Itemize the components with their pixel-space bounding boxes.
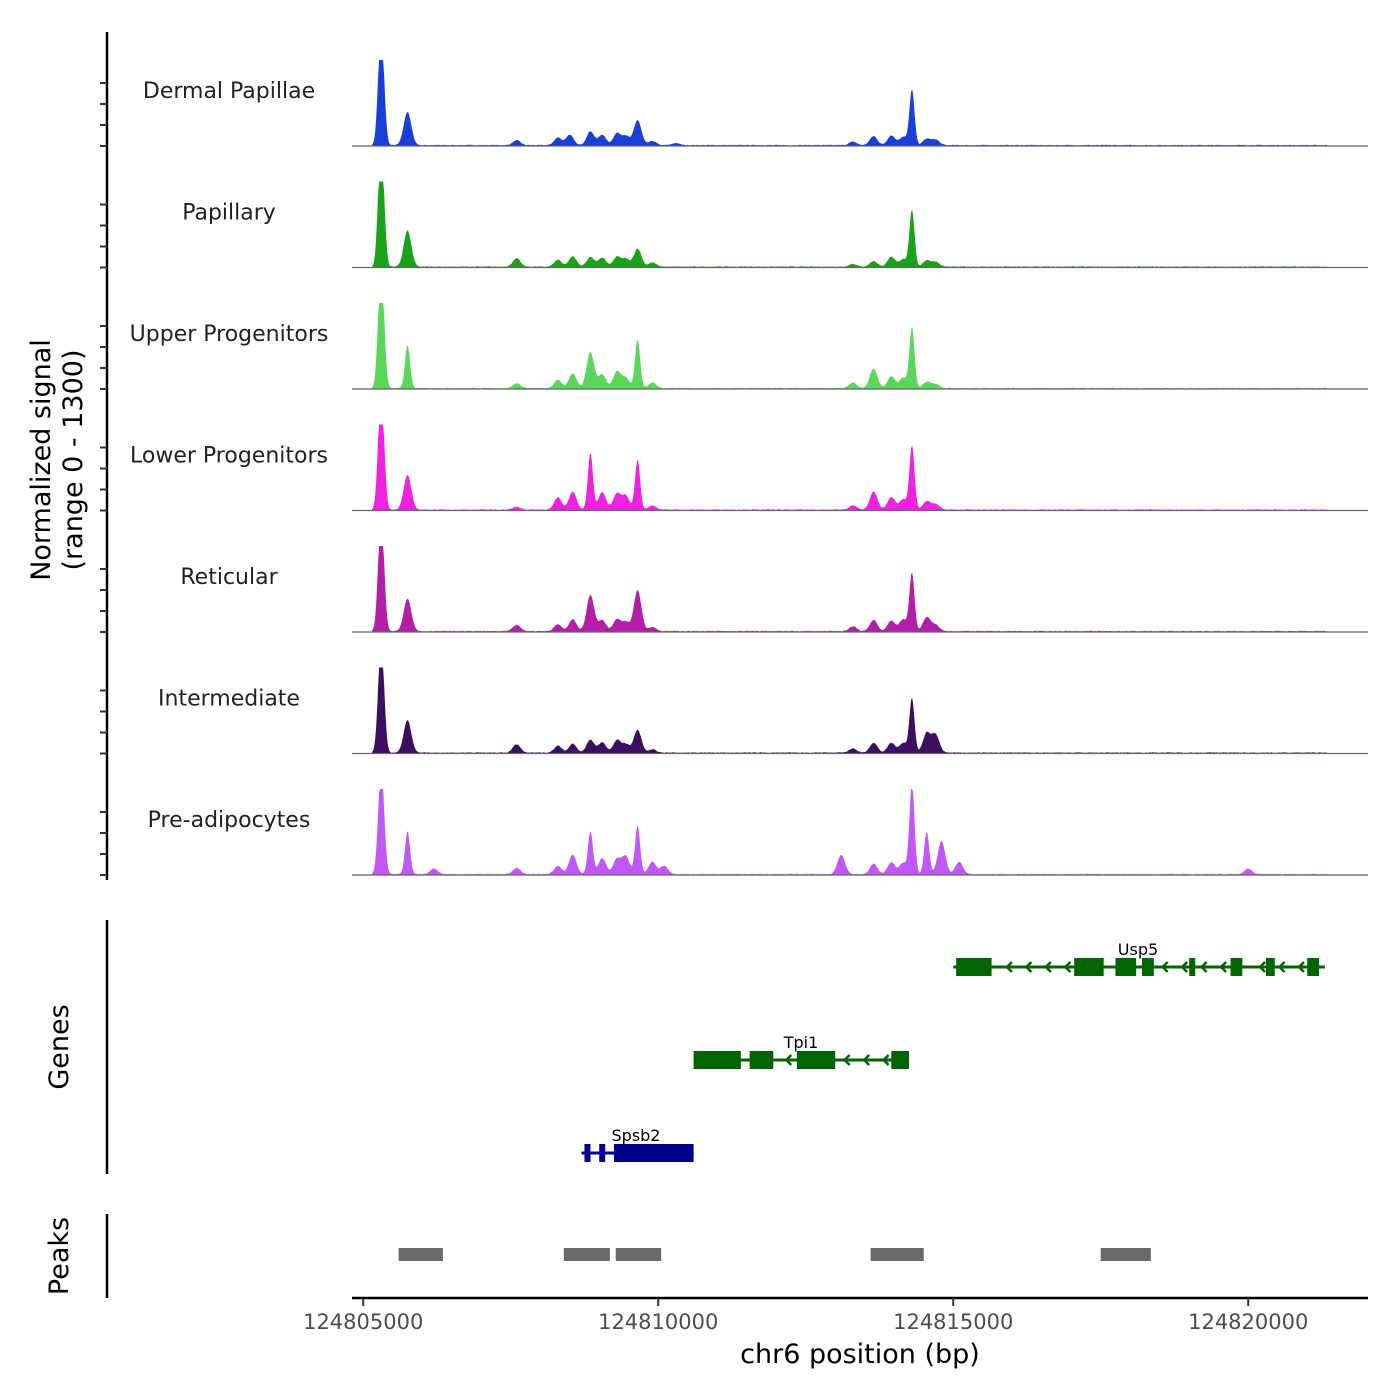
peaks-panel-label: Peaks <box>44 1217 75 1295</box>
peak-region <box>615 1248 662 1261</box>
strand-arrow-icon <box>1258 961 1266 973</box>
coverage-area <box>372 60 1329 146</box>
gene-exon <box>599 1144 606 1162</box>
strand-arrow-icon <box>1297 961 1305 973</box>
track-labels: Dermal Papillae Papillary Upper Progenitor… <box>130 79 329 833</box>
gene-exon <box>796 1051 836 1069</box>
track-upper-progenitors <box>352 303 1368 390</box>
strand-arrow-icon <box>862 1054 871 1066</box>
coverage-area <box>372 424 1329 511</box>
gene-exon <box>613 1144 694 1162</box>
gene-tpi1: Tpi1 <box>693 1033 909 1069</box>
gene-exon <box>1265 958 1275 976</box>
gene-label: Tpi1 <box>783 1033 819 1052</box>
gene-exon <box>584 1144 591 1162</box>
coverage-tracks <box>352 60 1368 876</box>
gene-label: Spsb2 <box>612 1126 661 1145</box>
strand-arrow-icon <box>1277 961 1286 973</box>
strand-arrow-icon <box>842 1054 851 1066</box>
peak-regions <box>398 1248 1151 1261</box>
gene-exon <box>1189 958 1196 976</box>
coverage-area <box>372 546 1329 632</box>
gene-exon <box>1307 958 1320 976</box>
strand-arrow-icon <box>1219 961 1227 973</box>
track-label: Upper Progenitors <box>130 322 329 347</box>
strand-arrow-icon <box>1160 961 1169 973</box>
track-label: Pre-adipocytes <box>148 808 311 833</box>
peak-region <box>398 1248 443 1261</box>
peak-region <box>870 1248 924 1261</box>
peak-region <box>563 1248 610 1261</box>
track-label: Papillary <box>182 201 276 226</box>
track-dermal-papillae <box>352 60 1368 147</box>
x-axis-ticks: 124805000 124810000 124815000 124820000 <box>303 1298 1308 1334</box>
strand-arrow-icon <box>1044 961 1052 973</box>
x-tick-label: 124805000 <box>303 1310 423 1334</box>
genes-panel-label: Genes <box>44 1004 75 1089</box>
strand-arrow-icon <box>1199 961 1208 973</box>
coverage-area <box>372 303 1329 389</box>
strand-arrow-icon <box>881 1054 890 1066</box>
gene-exon <box>693 1051 741 1069</box>
coverage-area <box>372 789 1329 875</box>
track-label: Lower Progenitors <box>130 444 328 469</box>
gene-usp5: Usp5 <box>953 940 1325 976</box>
y-axis-title-line2: (range 0 - 1300) <box>58 350 89 571</box>
gene-exon <box>1142 958 1154 976</box>
track-lower-progenitors <box>352 424 1368 512</box>
coverage-area <box>372 667 1329 754</box>
gene-spsb2: Spsb2 <box>581 1126 694 1162</box>
x-tick-label: 124815000 <box>893 1310 1013 1334</box>
gene-exon <box>1115 958 1137 976</box>
track-intermediate <box>352 667 1368 755</box>
peak-region <box>1100 1248 1151 1261</box>
x-tick-label: 124820000 <box>1188 1310 1308 1334</box>
strand-arrow-icon <box>1063 961 1072 973</box>
gene-models: Spsb2 Tpi1 Usp5 <box>581 940 1325 1162</box>
coverage-area <box>372 181 1329 268</box>
strand-arrow-icon <box>784 1054 793 1066</box>
gene-exon <box>749 1051 774 1069</box>
track-label: Reticular <box>180 565 278 590</box>
y-axis-title-line1: Normalized signal <box>26 339 57 581</box>
signal-y-axis-ticks <box>100 82 107 876</box>
strand-arrow-icon <box>1180 961 1189 973</box>
x-tick-label: 124810000 <box>598 1310 718 1334</box>
strand-arrow-icon <box>1005 961 1013 973</box>
track-reticular <box>352 546 1368 633</box>
gene-exon <box>1074 958 1104 976</box>
track-label: Intermediate <box>158 687 300 712</box>
gene-label: Usp5 <box>1118 940 1158 959</box>
track-pre-adipocytes <box>352 789 1368 876</box>
track-label: Dermal Papillae <box>143 79 315 104</box>
gene-exon <box>1230 958 1243 976</box>
x-axis-title: chr6 position (bp) <box>740 1339 980 1370</box>
track-papillary <box>352 181 1368 269</box>
strand-arrow-icon <box>1024 961 1033 973</box>
gene-exon <box>956 958 992 976</box>
gene-exon <box>891 1051 909 1069</box>
